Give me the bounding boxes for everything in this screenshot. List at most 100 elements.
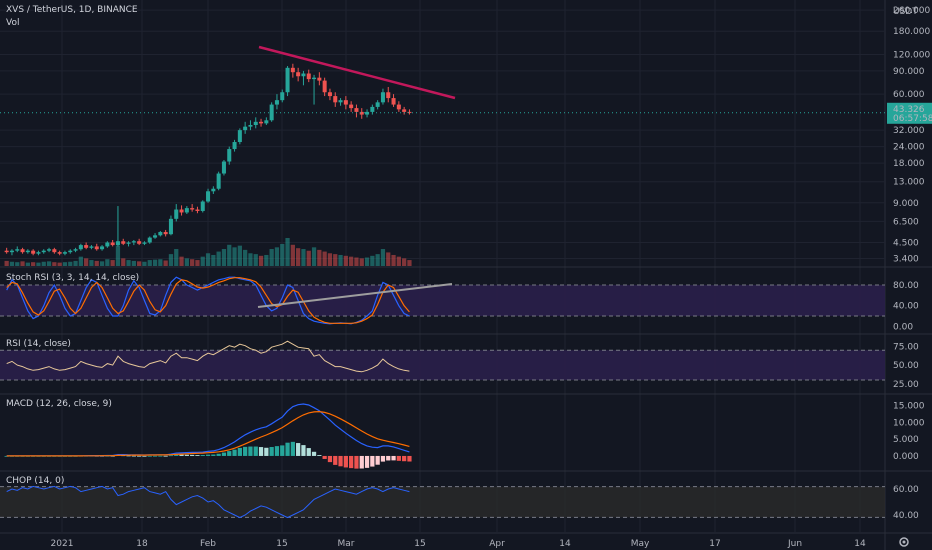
x-tick-label: 14 [559,539,571,549]
candle-body [253,121,258,126]
volume-bar [311,247,317,266]
candle-body [179,209,184,213]
macd-histogram-bar [301,445,306,456]
price-tick-label: 18.000 [893,159,925,169]
macd-histogram-bar [306,448,311,456]
price-tick-label: 6.500 [893,217,919,227]
candle-body [184,208,189,213]
candle-body [290,67,295,73]
candle-body [317,77,322,81]
macd-histogram-bar [274,446,280,456]
volume-bar [152,259,158,266]
macd-tick-label: 15.000 [893,402,925,412]
last-price-label: 43.326 [893,105,925,115]
chop-tick-label: 60.00 [893,485,919,495]
macd-histogram-bar [243,446,248,456]
volume-bar [110,260,115,266]
volume-bar [280,243,285,266]
macd-histogram-bar [131,455,136,457]
price-tick-label: 13.000 [893,178,925,188]
macd-histogram-bar [216,453,221,456]
candle-body [206,191,211,202]
volume-bar [147,260,152,266]
candle-body [269,104,274,121]
macd-histogram-bar [195,455,200,456]
macd-tick-label: 0.000 [893,452,919,462]
price-unit-label: USDT [893,7,918,17]
macd-histogram-bar [174,454,179,456]
rsi-tick-label: 25.00 [893,380,919,390]
volume-bar [290,244,295,266]
x-tick-label: Feb [200,539,216,549]
candle-body [391,98,396,105]
macd-histogram-bar [327,455,333,463]
candle-body [338,100,343,103]
candle-body [57,252,62,254]
volume-bar [84,258,89,266]
macd-histogram-bar [152,455,158,457]
candle-body [100,246,105,250]
candle-body [386,92,391,99]
candle-body [333,96,338,103]
candle-body [94,246,99,250]
macd-histogram-bar [237,447,242,456]
volume-bar [158,259,163,266]
volume-bar [333,254,338,266]
candle-body [9,250,14,253]
chop-band [0,486,885,518]
volume-bar [380,249,386,266]
candle-body [407,111,412,113]
volume-bar [137,261,142,266]
x-tick-label: 17 [709,539,720,549]
macd-histogram-bar [375,455,380,465]
candle-body [36,252,41,254]
macd-histogram-bar [370,455,375,467]
candle-body [142,242,147,244]
settings-gear-icon[interactable] [899,537,909,547]
volume-bar [343,255,348,266]
volume-bar [4,260,9,266]
stoch-tick-label: 0.00 [893,322,913,332]
chop-title: CHOP (14, 0) [6,476,64,486]
volume-bar [274,247,280,266]
price-tick-label: 3.400 [893,255,919,265]
macd-histogram-bar [264,447,269,456]
volume-bar [68,261,73,266]
macd-histogram-bar [290,441,295,456]
macd-histogram-bar [137,455,142,457]
macd-histogram-bar [317,455,322,456]
candle-body [25,250,30,253]
volume-bar [407,260,412,266]
candle-body [4,250,9,253]
candle-body [52,249,57,253]
candle-body [89,246,94,248]
volume-bar [258,255,264,266]
volume-bar [89,260,94,266]
macd-histogram-bar [354,455,359,469]
volume-bar [322,251,327,266]
gear-ring [899,537,909,547]
candle-body [380,92,385,103]
x-tick-label: Mar [338,539,355,549]
price-tick-label: 60.000 [893,90,925,100]
volume-bar [73,260,78,266]
volume-bar [396,256,401,266]
volume-bar [142,261,147,266]
volume-bar [364,257,370,266]
candle-body [62,252,67,254]
candle-body [365,111,370,115]
volume-bar [94,260,99,266]
macd-histogram-bar [126,455,131,457]
stoch-band [0,284,885,317]
volume-bar [131,260,136,266]
candle-body [221,161,226,174]
volume-bar [99,261,105,266]
volume-bar [195,260,200,266]
volume-bar [78,256,83,266]
price-tick-label: 120.000 [893,50,930,60]
macd-histogram-bar [211,454,216,456]
volume-bar [31,262,36,266]
